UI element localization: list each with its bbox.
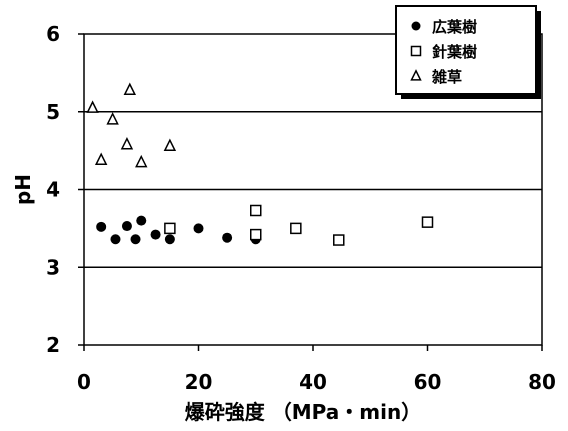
data-points bbox=[86, 82, 434, 246]
legend-marker bbox=[410, 69, 422, 81]
data-point bbox=[222, 232, 233, 243]
data-point bbox=[150, 229, 161, 240]
axis-ticks: 0 20 40 60 80 2 3 4 5 6 bbox=[46, 22, 556, 394]
data-point bbox=[250, 228, 262, 241]
legend-marker bbox=[411, 21, 421, 31]
data-point bbox=[290, 222, 302, 235]
x-tick-label: 60 bbox=[414, 370, 442, 394]
data-point bbox=[136, 215, 147, 226]
data-point bbox=[164, 222, 176, 235]
data-point bbox=[121, 221, 132, 232]
data-point bbox=[250, 204, 262, 217]
data-point bbox=[163, 138, 177, 152]
data-point bbox=[94, 152, 108, 166]
data-point bbox=[106, 112, 119, 125]
x-tick-label: 40 bbox=[299, 370, 327, 394]
x-tick-label: 0 bbox=[77, 370, 91, 394]
data-point bbox=[193, 223, 204, 234]
x-tick-label: 80 bbox=[528, 370, 556, 394]
data-point bbox=[120, 136, 134, 150]
data-point bbox=[421, 216, 434, 228]
y-tick-label: 4 bbox=[46, 178, 60, 202]
y-tick-label: 2 bbox=[46, 333, 60, 357]
legend-marker bbox=[410, 45, 422, 57]
x-tick-label: 20 bbox=[185, 370, 213, 394]
legend-label: 雑草 bbox=[431, 68, 462, 86]
data-point bbox=[86, 100, 99, 113]
y-tick-label: 3 bbox=[46, 255, 60, 279]
data-point bbox=[130, 234, 141, 245]
data-point bbox=[333, 234, 345, 246]
legend-label: 針葉樹 bbox=[432, 43, 477, 61]
y-tick-label: 6 bbox=[46, 22, 60, 46]
data-point bbox=[135, 154, 148, 168]
y-tick-label: 5 bbox=[46, 100, 60, 124]
data-point bbox=[164, 234, 175, 245]
y-axis-title: pH bbox=[11, 174, 35, 205]
data-point bbox=[123, 82, 137, 96]
data-point bbox=[110, 234, 121, 245]
x-axis-title: 爆砕強度 （MPa・min） bbox=[185, 400, 421, 424]
gridlines bbox=[84, 111, 542, 268]
data-point bbox=[96, 221, 107, 232]
legend-label: 広葉樹 bbox=[432, 18, 477, 36]
